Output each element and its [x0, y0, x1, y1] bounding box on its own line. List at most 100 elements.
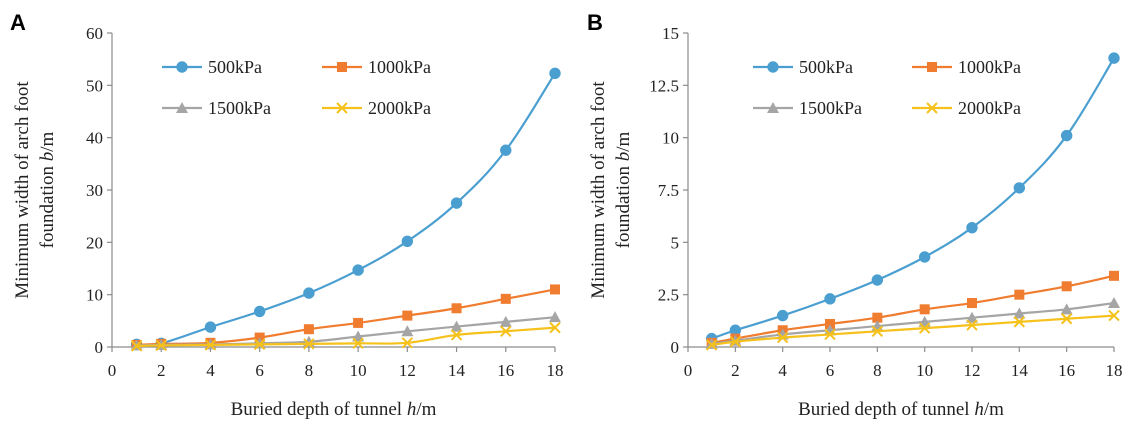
- x-tick-label: 4: [778, 361, 787, 380]
- data-point: [155, 339, 167, 352]
- y-tick-label: 60: [86, 24, 103, 43]
- legend-entry-500kpa: 500kPa: [162, 57, 262, 77]
- data-point: [500, 293, 511, 304]
- legend-marker: [337, 62, 347, 72]
- data-point: [871, 325, 884, 338]
- data-point: [500, 144, 512, 156]
- series-line: [711, 301, 1115, 345]
- legend-label: 500kPa: [208, 57, 262, 77]
- y-tick-label: 2.5: [658, 286, 679, 305]
- data-point: [1060, 313, 1073, 325]
- data-point: [401, 337, 414, 349]
- data-point: [705, 339, 718, 351]
- y-tick-label: 0: [671, 338, 680, 357]
- y-tick-label: 40: [86, 129, 103, 148]
- data-point: [967, 298, 977, 309]
- data-point: [549, 321, 561, 334]
- x-tick-label: 18: [1106, 361, 1123, 380]
- legend-marker: [336, 102, 348, 114]
- x-axis-title: Buried depth of tunnel h/m: [231, 399, 437, 420]
- legend-label: 2000kPa: [368, 98, 431, 118]
- data-point: [303, 324, 314, 335]
- x-tick-label: 10: [916, 361, 933, 380]
- x-tick-label: 2: [731, 361, 740, 380]
- y-axis-title-line2: foundation b/m: [37, 131, 58, 248]
- x-tick-label: 18: [547, 361, 564, 380]
- data-point: [1060, 303, 1073, 315]
- panel-letter: A: [10, 10, 26, 35]
- data-point: [352, 330, 365, 342]
- legend-label: 1000kPa: [368, 57, 431, 77]
- y-tick-label: 7.5: [658, 181, 679, 200]
- data-point: [450, 320, 463, 332]
- data-point: [401, 325, 414, 337]
- data-point: [1013, 182, 1026, 194]
- x-tick-label: 2: [157, 361, 166, 380]
- x-tick-label: 14: [1011, 361, 1029, 380]
- data-point: [352, 337, 364, 350]
- panel-letter: B: [587, 10, 603, 35]
- y-axis-title-line2: foundation b/m: [613, 131, 634, 248]
- series-line: [136, 326, 556, 348]
- y-tick-label: 12.5: [649, 76, 679, 95]
- y-tick-label: 10: [86, 286, 103, 305]
- data-point: [776, 309, 789, 322]
- data-point: [1060, 129, 1073, 142]
- legend-marker: [767, 102, 779, 113]
- data-point: [825, 318, 835, 329]
- series-500kpa: [130, 67, 561, 351]
- data-point: [549, 67, 561, 79]
- legend-entry-1000kpa: 1000kPa: [322, 57, 431, 77]
- chart-panel-b: B 0 2.5 5 7.5 10 12.5 15 0 2 4 6 8 10 12 14 16 18 Buried d…: [587, 10, 1123, 420]
- data-point: [401, 235, 414, 247]
- data-point: [729, 336, 742, 348]
- data-point: [549, 311, 561, 323]
- data-point: [919, 304, 930, 315]
- data-point: [1108, 297, 1120, 309]
- y-tick-label: 15: [662, 24, 679, 43]
- legend-marker: [176, 61, 188, 73]
- data-point: [824, 293, 836, 305]
- x-tick-label: 8: [873, 361, 882, 380]
- data-point: [1014, 289, 1025, 300]
- data-point: [253, 337, 266, 349]
- legend-entry-2000kpa: 2000kPa: [322, 98, 431, 118]
- y-tick-label: 10: [662, 129, 679, 148]
- series-line: [711, 274, 1115, 344]
- legend-marker: [927, 62, 937, 72]
- x-axis-title: Buried depth of tunnel h/m: [798, 399, 1004, 420]
- data-point: [1108, 309, 1120, 322]
- x-tick-label: 12: [399, 361, 416, 380]
- data-point: [204, 339, 217, 351]
- data-point: [705, 337, 718, 349]
- legend-label: 1500kPa: [799, 98, 862, 118]
- legend-entry-1500kpa: 1500kPa: [162, 98, 271, 118]
- data-point: [204, 321, 217, 333]
- data-point: [402, 310, 413, 321]
- x-tick-label: 4: [206, 361, 215, 380]
- legend-label: 2000kPa: [958, 98, 1021, 118]
- data-point: [550, 284, 560, 295]
- y-tick-label: 50: [86, 76, 103, 95]
- series-line: [711, 314, 1115, 346]
- data-point: [918, 322, 931, 334]
- data-point: [500, 325, 512, 338]
- legend-entry-2000kpa: 2000kPa: [912, 98, 1021, 118]
- data-point: [303, 338, 315, 350]
- y-tick-label: 0: [95, 338, 104, 357]
- data-point: [353, 317, 364, 328]
- legend-marker: [176, 102, 188, 113]
- data-point: [1061, 281, 1072, 292]
- data-point: [451, 303, 462, 314]
- legend-marker: [767, 61, 779, 73]
- series-line: [136, 72, 556, 347]
- chart-panel-a: A 0 10 20 30 40 50 60 0 2 4 6 8 10 12 14 16 18 Buried dept…: [10, 10, 564, 420]
- y-tick-label: 30: [86, 181, 103, 200]
- legend-entry-1500kpa: 1500kPa: [753, 98, 862, 118]
- data-point: [1109, 270, 1119, 281]
- data-point: [1013, 307, 1026, 319]
- data-point: [499, 315, 512, 327]
- data-point: [253, 338, 266, 351]
- data-point: [1013, 316, 1026, 328]
